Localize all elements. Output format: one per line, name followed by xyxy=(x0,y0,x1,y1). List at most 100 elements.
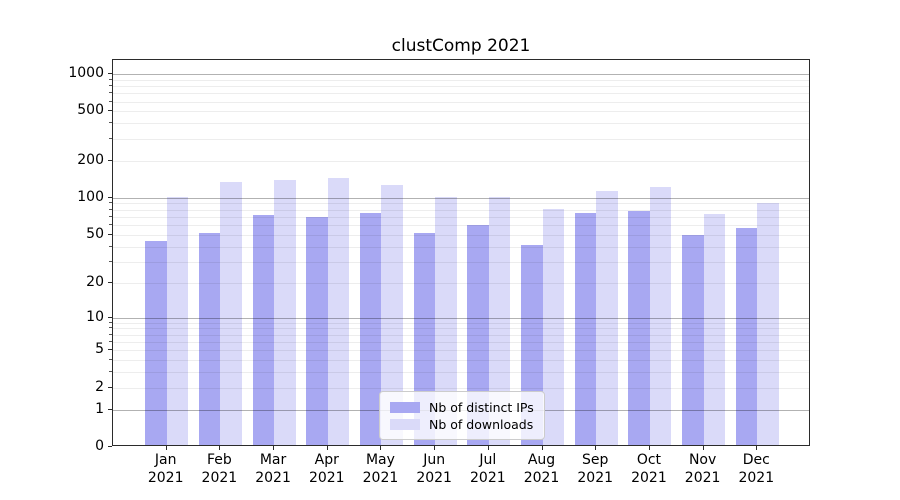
x-tick-label-may: May 2021 xyxy=(362,452,399,486)
y-tick-label-20: 20 xyxy=(86,273,104,290)
bar-downloads-mar xyxy=(274,179,296,445)
x-tick-label-jun: Jun 2021 xyxy=(416,452,452,486)
y-tick-label-500: 500 xyxy=(77,102,104,119)
y-tick-label-10: 10 xyxy=(86,308,104,325)
y-tick-label-1000: 1000 xyxy=(68,65,104,82)
bar-ips-sep xyxy=(574,213,597,445)
bar-ips-oct xyxy=(628,211,650,445)
x-tick-label-sep: Sep 2021 xyxy=(577,452,614,486)
bar-ips-mar xyxy=(252,214,275,445)
y-tick-mark-50 xyxy=(108,233,112,235)
minor-gridline-400 xyxy=(113,123,809,125)
bar-ips-nov xyxy=(682,234,704,445)
minor-gridline-300 xyxy=(113,138,809,140)
chart-title: clustComp 2021 xyxy=(391,36,531,56)
y-tick-mark-200 xyxy=(108,159,112,161)
minor-gridline-80 xyxy=(113,209,809,211)
legend-row-downloads: Nb of downloads xyxy=(390,416,534,432)
minor-gridline-60 xyxy=(113,225,809,227)
x-tick-label-jul: Jul 2021 xyxy=(470,452,506,486)
minor-gridline-9 xyxy=(113,322,809,324)
minor-gridline-8 xyxy=(113,328,809,330)
minor-gridline-900 xyxy=(113,79,809,81)
bar-downloads-nov xyxy=(703,214,726,445)
x-tick-mark-may xyxy=(380,446,382,450)
y-minor-tick-mark-70 xyxy=(109,215,112,217)
x-tick-label-mar: Mar 2021 xyxy=(255,452,291,486)
legend-label-downloads: Nb of downloads xyxy=(429,416,534,432)
bar-ips-jan xyxy=(145,240,167,445)
bar-downloads-jul xyxy=(488,197,511,445)
y-minor-tick-mark-8 xyxy=(109,327,112,329)
gridline-20 xyxy=(113,282,809,284)
x-tick-mark-dec xyxy=(756,446,758,450)
minor-gridline-7 xyxy=(113,334,809,336)
x-tick-mark-apr xyxy=(326,446,328,450)
bar-downloads-oct xyxy=(649,187,672,445)
x-tick-mark-nov xyxy=(702,446,704,450)
y-minor-tick-mark-400 xyxy=(109,122,112,124)
y-minor-tick-mark-90 xyxy=(109,202,112,204)
x-tick-mark-sep xyxy=(595,446,597,450)
x-tick-mark-jan xyxy=(165,446,167,450)
minor-gridline-700 xyxy=(113,93,809,95)
minor-gridline-3 xyxy=(113,372,809,374)
gridline-1000 xyxy=(113,74,809,76)
legend: Nb of distinct IPs Nb of downloads xyxy=(379,391,545,440)
x-tick-label-feb: Feb 2021 xyxy=(201,452,238,486)
minor-gridline-800 xyxy=(113,86,809,88)
y-minor-tick-mark-80 xyxy=(109,208,112,210)
minor-gridline-70 xyxy=(113,216,809,218)
y-tick-mark-100 xyxy=(108,196,112,198)
y-tick-label-100: 100 xyxy=(77,188,104,205)
x-tick-label-oct: Oct 2021 xyxy=(631,452,667,486)
y-tick-label-200: 200 xyxy=(77,151,104,168)
legend-swatch-distinct-ips-icon xyxy=(390,401,420,413)
legend-swatch-downloads-icon xyxy=(390,418,420,430)
x-tick-label-jan: Jan 2021 xyxy=(147,452,184,486)
bar-ips-jul xyxy=(467,224,489,445)
gridline-500 xyxy=(113,111,809,113)
bar-ips-apr xyxy=(306,217,328,445)
x-tick-mark-feb xyxy=(219,446,221,450)
y-minor-tick-mark-4 xyxy=(109,359,112,361)
x-tick-label-apr: Apr 2021 xyxy=(308,452,345,486)
minor-gridline-600 xyxy=(113,101,809,103)
y-minor-tick-mark-30 xyxy=(109,260,112,262)
y-minor-tick-mark-6 xyxy=(109,340,112,342)
y-minor-tick-mark-800 xyxy=(109,85,112,87)
gridline-200 xyxy=(113,160,809,162)
y-tick-label-0: 0 xyxy=(95,438,104,454)
x-tick-label-nov: Nov 2021 xyxy=(684,452,721,486)
minor-gridline-90 xyxy=(113,203,809,205)
y-minor-tick-mark-900 xyxy=(109,78,112,80)
bar-ips-may xyxy=(359,213,382,445)
legend-label-distinct-ips: Nb of distinct IPs xyxy=(429,399,534,415)
x-tick-mark-aug xyxy=(541,446,543,450)
x-tick-mark-jun xyxy=(434,446,436,450)
bar-downloads-may xyxy=(381,184,403,445)
y-tick-mark-10 xyxy=(108,316,112,318)
y-tick-mark-2 xyxy=(108,386,112,388)
gridline-10 xyxy=(113,317,809,319)
minor-gridline-40 xyxy=(113,246,809,248)
y-minor-tick-mark-300 xyxy=(109,137,112,139)
y-tick-mark-500 xyxy=(108,110,112,112)
y-tick-label-5: 5 xyxy=(95,341,104,358)
y-tick-label-1: 1 xyxy=(95,400,104,417)
bar-downloads-feb xyxy=(220,181,242,445)
x-tick-label-aug: Aug 2021 xyxy=(523,452,560,486)
gridline-5 xyxy=(113,350,809,352)
y-minor-tick-mark-7 xyxy=(109,333,112,335)
y-minor-tick-mark-60 xyxy=(109,224,112,226)
bar-downloads-apr xyxy=(327,178,350,445)
minor-gridline-4 xyxy=(113,360,809,362)
bar-ips-dec xyxy=(735,227,758,445)
y-minor-tick-mark-700 xyxy=(109,92,112,94)
y-tick-mark-1 xyxy=(108,408,112,410)
y-tick-label-2: 2 xyxy=(95,378,104,395)
bar-ips-feb xyxy=(198,232,221,445)
gridline-2 xyxy=(113,387,809,389)
plot-area xyxy=(112,59,810,446)
